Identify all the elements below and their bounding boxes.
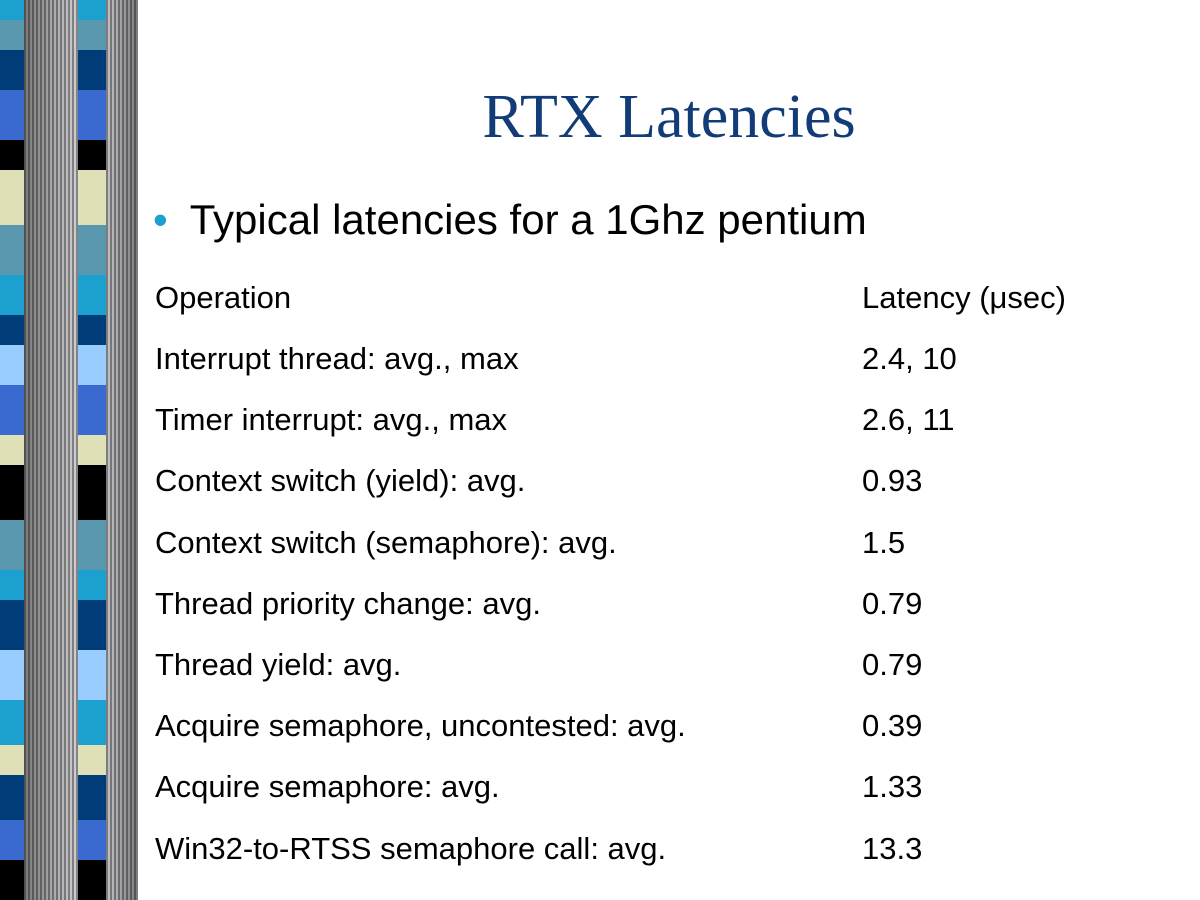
border-band bbox=[0, 90, 138, 140]
latency-cell: 0.39 bbox=[862, 708, 923, 744]
operation-cell: Context switch (semaphore): avg. bbox=[155, 524, 617, 560]
header-operation: Operation bbox=[155, 280, 292, 315]
decorative-border bbox=[0, 0, 138, 900]
latency-cell: 13.3 bbox=[862, 830, 923, 866]
latency-cell: 1.5 bbox=[862, 524, 906, 560]
latency-cell: 0.93 bbox=[862, 463, 923, 499]
border-band bbox=[0, 700, 138, 745]
border-band bbox=[0, 0, 138, 20]
border-band bbox=[0, 860, 138, 900]
latency-cell: 2.6, 11 bbox=[862, 402, 955, 438]
table-row: Thread yield: avg. 0.79 bbox=[155, 647, 1200, 687]
operation-cell: Timer interrupt: avg., max bbox=[155, 402, 508, 438]
table-row: Acquire semaphore, uncontested: avg. 0.39 bbox=[155, 708, 1200, 748]
table-row: Context switch (yield): avg. 0.93 bbox=[155, 463, 1200, 503]
border-band bbox=[0, 275, 138, 315]
border-band bbox=[0, 570, 138, 600]
operation-cell: Thread priority change: avg. bbox=[155, 585, 541, 621]
table-row: Context switch (semaphore): avg. 1.5 bbox=[155, 525, 1200, 565]
border-band bbox=[0, 20, 138, 50]
border-band bbox=[0, 820, 138, 860]
border-band bbox=[0, 225, 138, 275]
operation-cell: Context switch (yield): avg. bbox=[155, 463, 526, 499]
bullet-text: Typical latencies for a 1Ghz pentium bbox=[189, 196, 867, 243]
table-row: Timer interrupt: avg., max 2.6, 11 bbox=[155, 402, 1200, 442]
table-row: Thread priority change: avg. 0.79 bbox=[155, 586, 1200, 626]
border-band bbox=[0, 50, 138, 90]
slide-title: RTX Latencies bbox=[482, 83, 856, 151]
header-latency: Latency (μsec) bbox=[862, 280, 1066, 315]
latency-cell: 0.79 bbox=[862, 585, 923, 621]
border-band bbox=[0, 600, 138, 650]
latency-cell: 1.33 bbox=[862, 769, 923, 805]
table-row: Acquire semaphore: avg. 1.33 bbox=[155, 769, 1200, 809]
border-band bbox=[0, 345, 138, 385]
operation-cell: Interrupt thread: avg., max bbox=[155, 341, 519, 376]
operation-cell: Acquire semaphore, uncontested: avg. bbox=[155, 708, 686, 744]
latency-cell: 0.79 bbox=[862, 647, 923, 682]
table-row: Interrupt thread: avg., max 2.4, 10 bbox=[155, 341, 1200, 381]
border-band bbox=[0, 745, 138, 775]
border-band bbox=[0, 465, 138, 520]
border-band bbox=[0, 650, 138, 700]
bullet-item: • Typical latencies for a 1Ghz pentium bbox=[153, 196, 867, 244]
border-band bbox=[0, 520, 138, 570]
border-band bbox=[0, 170, 138, 225]
table-header: Operation Latency (μsec) bbox=[155, 280, 1200, 320]
border-band bbox=[0, 775, 138, 820]
table-row: Win32-to-RTSS semaphore call: avg. 13.3 bbox=[155, 831, 1200, 871]
border-band bbox=[0, 315, 138, 345]
border-band bbox=[0, 140, 138, 170]
operation-cell: Acquire semaphore: avg. bbox=[155, 769, 500, 805]
bullet-icon: • bbox=[153, 196, 168, 243]
operation-cell: Win32-to-RTSS semaphore call: avg. bbox=[155, 830, 667, 866]
border-band bbox=[0, 435, 138, 465]
border-band bbox=[0, 385, 138, 435]
operation-cell: Thread yield: avg. bbox=[155, 647, 402, 682]
latency-cell: 2.4, 10 bbox=[862, 341, 957, 376]
